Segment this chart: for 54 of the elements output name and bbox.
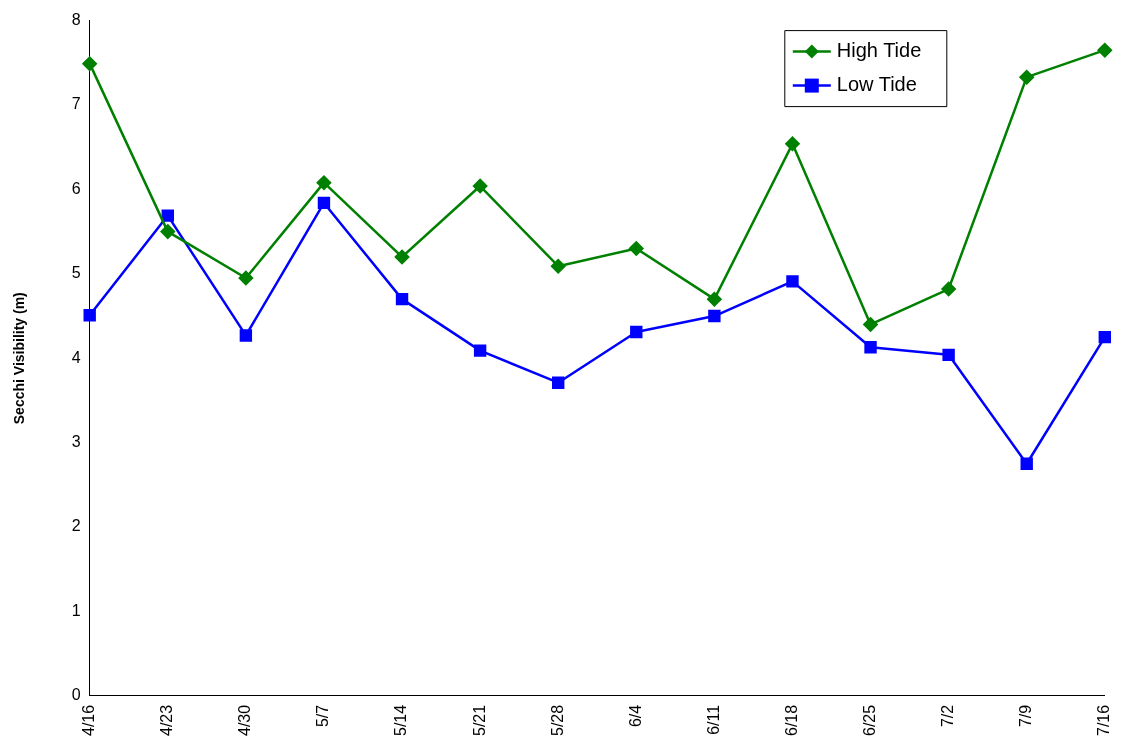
point <box>82 56 97 71</box>
point <box>83 308 96 322</box>
y-tick-label: 7 <box>71 95 81 113</box>
legend-label: High Tide <box>836 39 922 62</box>
y-tick-label: 5 <box>71 264 81 282</box>
point <box>1098 330 1111 344</box>
y-tick-label: 1 <box>71 601 81 619</box>
y-tick-label: 8 <box>71 11 81 29</box>
y-tick-label: 0 <box>71 686 81 704</box>
x-tick-label: 6/4 <box>626 704 644 728</box>
x-tick-label: 6/18 <box>782 704 800 736</box>
point <box>160 224 176 239</box>
point <box>473 344 487 357</box>
x-tick-label: 5/21 <box>470 704 488 736</box>
y-tick-label: 6 <box>71 179 81 197</box>
x-tick-label: 5/28 <box>548 704 566 736</box>
x-tick-label: 5/7 <box>314 704 332 728</box>
point <box>629 241 644 256</box>
point <box>394 249 410 265</box>
point <box>161 209 174 222</box>
y-tick-label: 2 <box>71 517 81 535</box>
point <box>785 136 800 152</box>
point <box>1020 457 1033 470</box>
y-axis-title: Secchi Visibility (m) <box>11 292 28 425</box>
point <box>550 258 566 274</box>
x-tick-label: 7/16 <box>1095 704 1113 736</box>
x-tick-label: 4/16 <box>80 704 98 736</box>
legend-label: Low Tide <box>836 73 917 96</box>
y-tick-label: 3 <box>71 433 81 451</box>
point <box>552 376 565 389</box>
x-tick-label: 7/9 <box>1017 704 1035 728</box>
x-tick-label: 4/30 <box>236 704 254 736</box>
point <box>316 175 332 190</box>
point <box>707 291 722 307</box>
point <box>1019 69 1034 85</box>
point <box>317 196 331 210</box>
x-tick-label: 6/25 <box>860 704 878 736</box>
point <box>238 270 254 286</box>
point <box>708 309 721 323</box>
point <box>1097 42 1113 58</box>
point <box>630 325 643 339</box>
point <box>786 275 799 288</box>
x-tick-label: 5/14 <box>392 704 410 736</box>
point <box>239 329 253 342</box>
point <box>472 178 488 194</box>
x-tick-label: 6/11 <box>704 704 722 735</box>
point <box>941 281 956 297</box>
point <box>395 292 409 306</box>
x-tick-label: 4/23 <box>158 704 176 736</box>
point <box>863 317 878 332</box>
x-tick-label: 7/2 <box>939 704 957 728</box>
y-tick-label: 4 <box>71 348 81 366</box>
point <box>864 341 877 354</box>
point <box>942 348 955 362</box>
